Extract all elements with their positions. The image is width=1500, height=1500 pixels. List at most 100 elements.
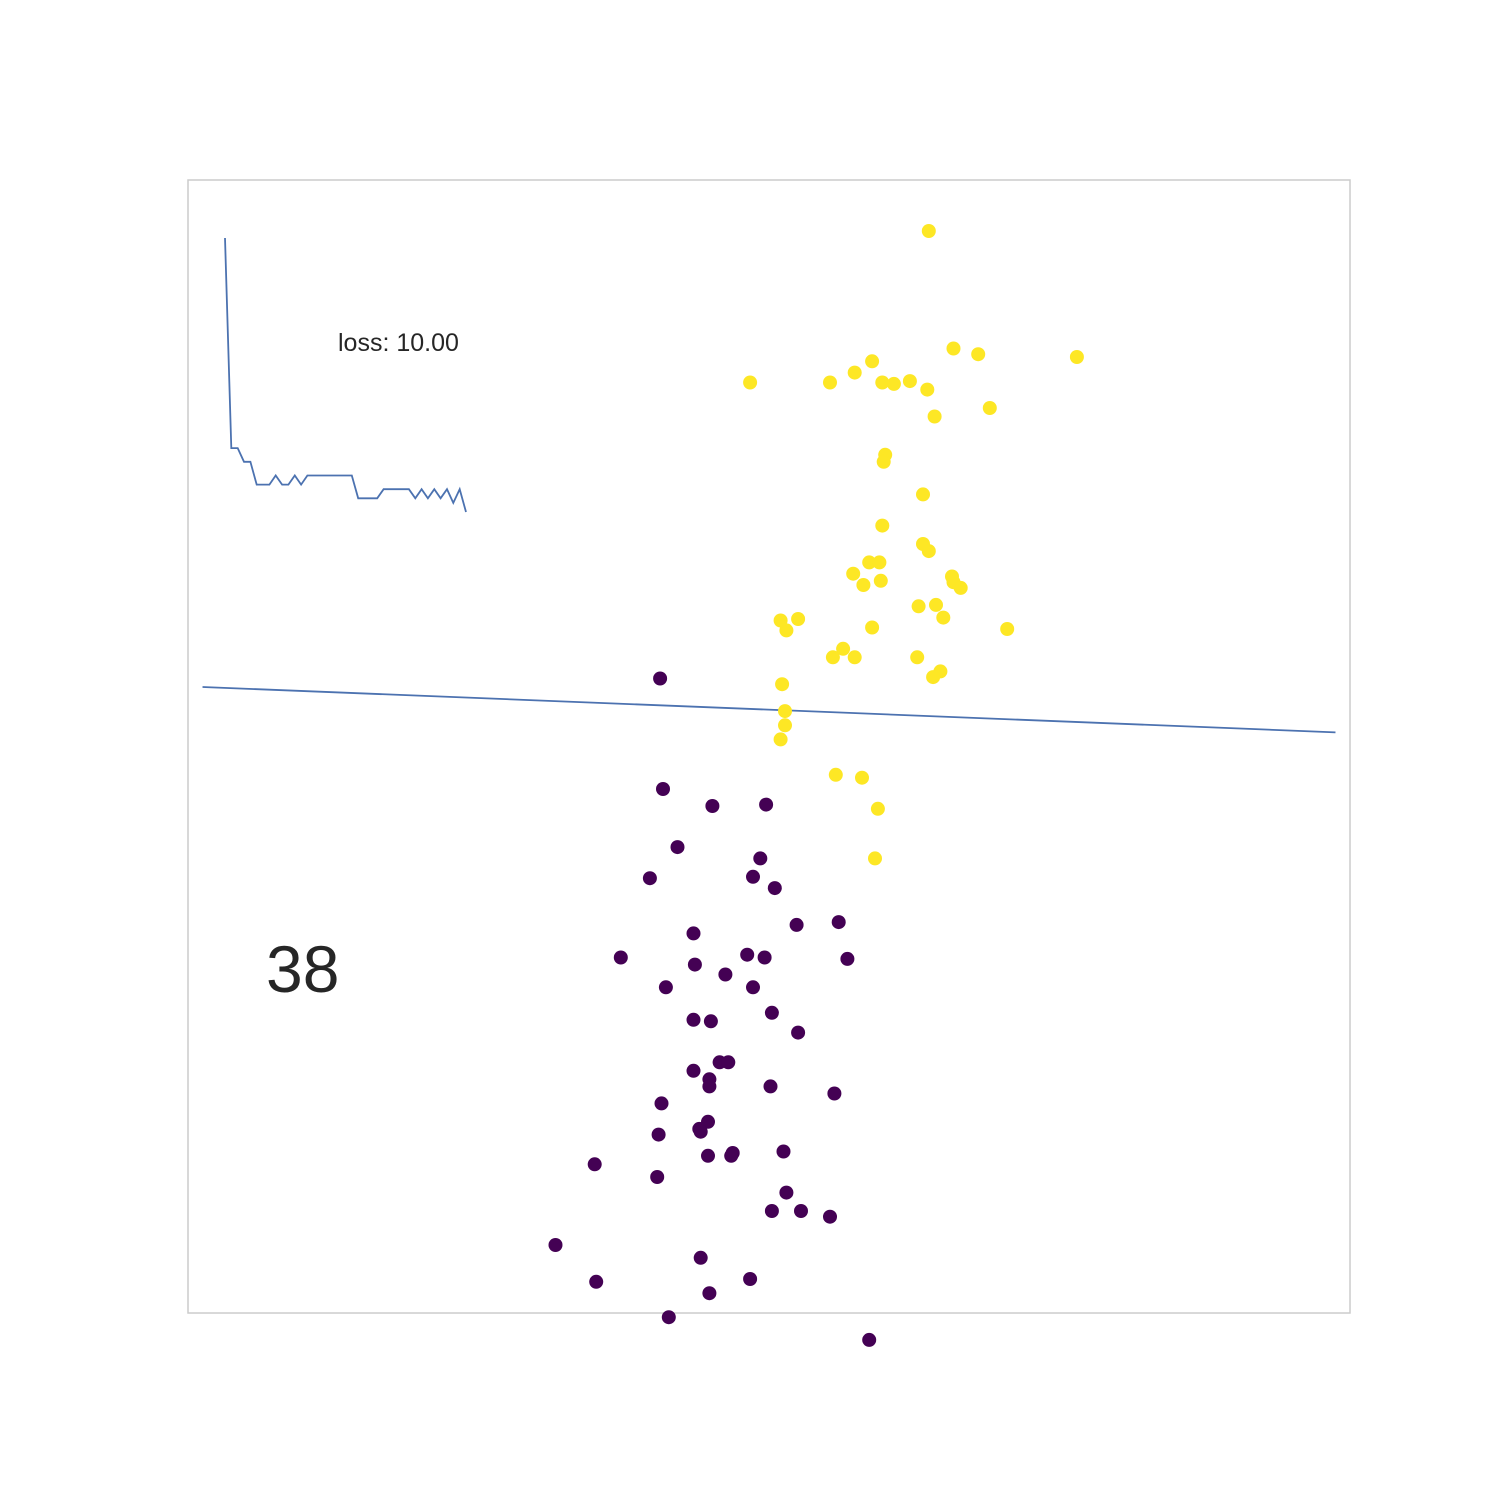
scatter-point-class-0 xyxy=(718,967,733,982)
scatter-point-class-0 xyxy=(827,1086,842,1101)
scatter-point-class-0 xyxy=(743,1272,758,1286)
scatter-point-class-0 xyxy=(764,1005,779,1020)
scatter-point-class-0 xyxy=(823,1209,837,1224)
scatter-point-class-0 xyxy=(703,1014,718,1029)
scatter-point-class-0 xyxy=(587,1157,602,1172)
scatter-point-class-1 xyxy=(873,573,888,588)
scatter-point-class-1 xyxy=(927,409,942,424)
scatter-point-class-1 xyxy=(865,354,880,369)
scatter-point-class-0 xyxy=(789,917,804,932)
decision-boundary-layer xyxy=(202,686,1336,734)
scatter-point-class-0 xyxy=(840,951,855,966)
scatter-point-class-0 xyxy=(650,1170,665,1184)
scatter-point-class-1 xyxy=(828,767,843,782)
scatter-point-class-1 xyxy=(886,376,901,391)
loss-history-line xyxy=(224,237,467,513)
scatter-point-class-1 xyxy=(836,641,851,656)
scatter-point-class-1 xyxy=(846,566,861,581)
scatter-point-class-1 xyxy=(926,670,941,685)
scatter-point-class-1 xyxy=(773,613,788,628)
scatter-point-class-1 xyxy=(875,375,890,390)
scatter-point-class-0 xyxy=(686,1063,701,1078)
scatter-point-class-1 xyxy=(868,851,882,866)
scatter-points-layer xyxy=(548,224,1084,1347)
scatter-point-class-1 xyxy=(778,704,792,719)
scatter-point-class-0 xyxy=(763,1079,778,1094)
scatter-point-class-0 xyxy=(701,1148,715,1163)
scatter-point-class-1 xyxy=(862,555,877,570)
scatter-point-class-1 xyxy=(1069,350,1084,364)
scatter-point-class-1 xyxy=(870,801,885,816)
scatter-point-class-1 xyxy=(971,347,986,362)
scatter-point-class-1 xyxy=(872,555,887,570)
scatter-point-class-1 xyxy=(825,650,840,665)
epoch-counter: 38 xyxy=(266,932,339,1006)
scatter-point-class-0 xyxy=(724,1148,739,1163)
scatter-point-class-1 xyxy=(823,375,837,390)
scatter-point-class-0 xyxy=(701,1114,715,1129)
scatter-point-class-1 xyxy=(921,224,936,238)
scatter-point-class-0 xyxy=(687,957,702,972)
scatter-point-class-0 xyxy=(686,1012,701,1027)
scatter-point-class-0 xyxy=(654,1096,669,1111)
scatter-point-class-0 xyxy=(548,1238,563,1252)
loss-value-label: loss: 10.00 xyxy=(338,329,459,357)
scatter-point-class-1 xyxy=(916,487,930,502)
scatter-point-class-0 xyxy=(702,1286,717,1301)
scatter-point-class-0 xyxy=(779,1185,794,1200)
scatter-point-class-0 xyxy=(686,926,701,941)
scatter-point-class-1 xyxy=(982,401,997,415)
scatter-point-class-0 xyxy=(670,840,685,855)
scatter-point-class-1 xyxy=(910,650,925,665)
scatter-point-class-1 xyxy=(847,365,862,380)
scatter-point-class-1 xyxy=(778,718,792,733)
scatter-point-class-0 xyxy=(794,1204,808,1218)
scatter-point-class-1 xyxy=(875,518,890,533)
scatter-point-class-0 xyxy=(776,1144,791,1159)
scatter-point-class-0 xyxy=(831,915,846,930)
decision-boundary-line xyxy=(202,686,1336,734)
scatter-point-class-0 xyxy=(642,871,657,886)
scatter-point-class-0 xyxy=(613,950,628,965)
scatter-point-class-0 xyxy=(753,851,768,866)
scatter-point-class-0 xyxy=(651,1127,666,1142)
scatter-point-class-1 xyxy=(916,537,930,551)
scatter-point-class-0 xyxy=(757,950,772,965)
scatter-point-class-1 xyxy=(902,374,917,389)
scatter-point-class-1 xyxy=(929,597,943,612)
scatter-point-class-0 xyxy=(721,1055,736,1070)
scatter-point-class-1 xyxy=(911,599,926,614)
scatter-point-class-1 xyxy=(946,341,961,356)
scatter-point-class-0 xyxy=(702,1079,717,1094)
scatter-point-class-0 xyxy=(740,947,755,962)
scatter-point-class-1 xyxy=(791,612,806,626)
scatter-point-class-0 xyxy=(656,782,670,796)
scatter-point-class-1 xyxy=(773,732,788,747)
scatter-point-class-0 xyxy=(693,1124,708,1139)
scatter-point-class-0 xyxy=(764,1204,779,1218)
scatter-point-class-0 xyxy=(658,980,673,995)
scatter-point-class-0 xyxy=(759,797,774,812)
scatter-point-class-1 xyxy=(775,677,790,692)
scatter-point-class-0 xyxy=(661,1310,676,1325)
scatter-point-class-0 xyxy=(746,980,760,995)
loss-history-inset xyxy=(224,237,467,513)
scatter-point-class-1 xyxy=(855,770,869,785)
plot-frame xyxy=(187,179,1351,1314)
scatter-point-class-1 xyxy=(743,375,758,390)
scatter-point-class-1 xyxy=(920,382,935,397)
scatter-point-class-1 xyxy=(847,650,862,665)
scatter-point-class-1 xyxy=(953,580,968,595)
scatter-point-class-0 xyxy=(653,671,668,686)
scatter-point-class-1 xyxy=(856,578,871,592)
scatter-point-class-0 xyxy=(693,1250,708,1265)
scatter-point-class-1 xyxy=(936,610,951,625)
scatter-point-class-1 xyxy=(865,620,880,635)
scatter-point-class-0 xyxy=(791,1025,806,1040)
scatter-point-class-0 xyxy=(862,1332,877,1347)
scatter-point-class-0 xyxy=(589,1274,604,1289)
scatter-point-class-0 xyxy=(746,869,760,884)
scatter-point-class-0 xyxy=(705,799,720,813)
scatter-point-class-1 xyxy=(1000,622,1015,636)
